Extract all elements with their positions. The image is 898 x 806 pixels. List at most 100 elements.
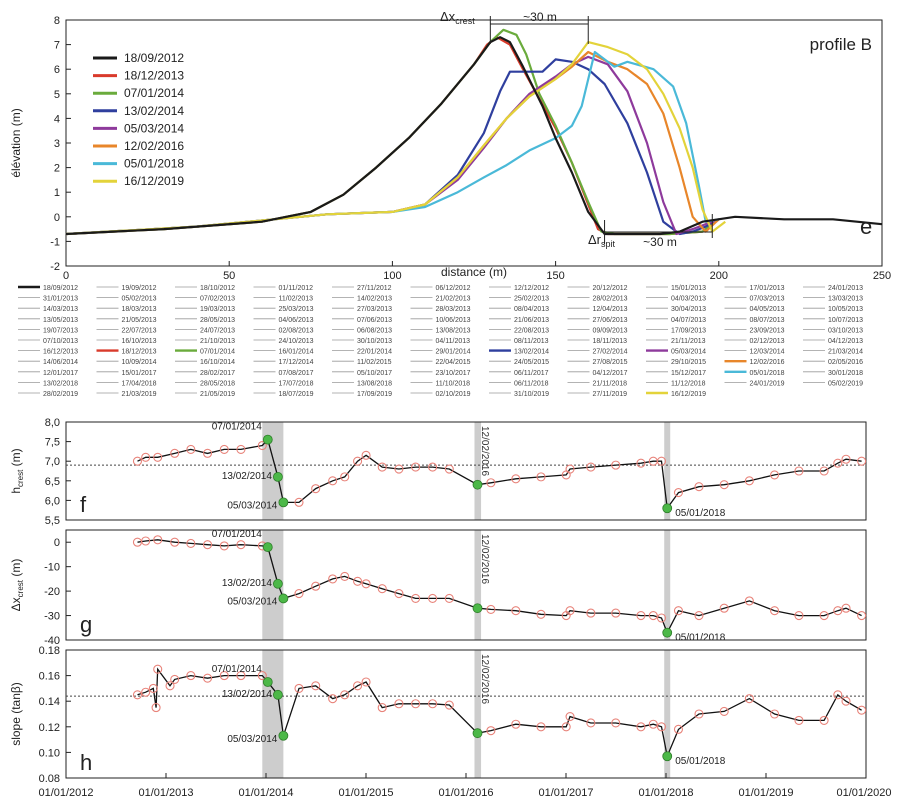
survey-date: 21/10/2013 <box>200 338 235 345</box>
data-point <box>353 681 363 691</box>
data-point <box>841 603 851 613</box>
data-point <box>377 703 387 713</box>
survey-date: 14/03/2013 <box>43 306 78 313</box>
survey-date: 15/12/2017 <box>671 370 706 377</box>
event-point <box>278 497 289 508</box>
data-point <box>565 712 575 722</box>
data-point <box>694 482 704 492</box>
data-point <box>170 674 180 684</box>
survey-date: 21/02/2013 <box>436 296 471 303</box>
data-point <box>141 536 151 546</box>
storm-period <box>664 422 671 520</box>
survey-date: 05/02/2019 <box>828 380 863 387</box>
survey-date: 16/10/2013 <box>122 338 157 345</box>
data-point <box>328 694 338 704</box>
y-tick-label: 0.12 <box>39 722 60 734</box>
event-label: 05/01/2018 <box>675 756 725 767</box>
data-point <box>132 690 143 700</box>
survey-date: 18/03/2013 <box>122 306 157 313</box>
x-tick-label: 01/01/2020 <box>836 787 891 799</box>
event-label: 13/02/2014 <box>222 689 272 700</box>
survey-date: 12/04/2013 <box>593 306 628 313</box>
y-tick-label: 0.16 <box>39 671 60 683</box>
data-point <box>311 581 321 591</box>
data-point <box>340 472 350 482</box>
x-tick-label: 01/01/2014 <box>238 787 293 799</box>
survey-date: 04/11/2013 <box>436 338 471 345</box>
y-axis-label: slope (tanβ) <box>9 682 23 746</box>
survey-date: 16/10/2014 <box>200 359 235 366</box>
y-tick-label: 0 <box>54 537 60 549</box>
data-point <box>561 722 571 732</box>
y-tick-label: 7 <box>54 40 60 52</box>
data-point <box>219 444 229 454</box>
y-axis-label: élévation (m) <box>9 108 23 177</box>
y-tick-label: 0 <box>54 212 60 224</box>
survey-date: 24/05/2015 <box>514 359 549 366</box>
y-tick-label: 2 <box>54 163 60 175</box>
survey-date: 16/12/2019 <box>671 391 706 398</box>
panel-e-axes: 0 50 100 150 200 250 -2 -1 0 1 2 3 4 5 6 7 8 <box>50 15 891 282</box>
survey-date: 14/06/2014 <box>43 359 78 366</box>
event-label: 13/02/2014 <box>222 471 272 482</box>
survey-date: 16/12/2013 <box>43 349 78 356</box>
survey-date: 07/03/2013 <box>750 296 785 303</box>
event-label: 05/03/2014 <box>227 734 277 745</box>
survey-date: 10/07/2013 <box>828 317 863 324</box>
series-line <box>65 36 883 236</box>
data-point <box>511 606 521 616</box>
event-label: 07/01/2014 <box>212 664 262 675</box>
x-tick-label: 200 <box>710 270 728 282</box>
data-point <box>486 604 496 614</box>
survey-date: 28/05/2018 <box>200 380 235 387</box>
x-tick-label: 01/01/2018 <box>638 787 693 799</box>
data-point <box>636 722 646 732</box>
data-point <box>170 448 180 458</box>
data-point <box>636 458 646 468</box>
survey-date: 04/03/2013 <box>671 296 706 303</box>
event-point <box>273 689 283 700</box>
x-tick-label: 01/01/2012 <box>38 787 93 799</box>
data-point <box>411 593 421 603</box>
legend-entry: 12/02/2016 <box>124 139 184 153</box>
data-point <box>428 462 438 472</box>
data-point <box>132 456 143 466</box>
series-line <box>137 438 862 510</box>
survey-date: 06/11/2018 <box>514 380 549 387</box>
data-point <box>673 606 684 616</box>
data-point <box>428 593 438 603</box>
data-point <box>744 596 754 606</box>
data-point <box>377 584 387 594</box>
survey-date: 13/08/2018 <box>357 380 392 387</box>
x-tick-label: 150 <box>546 270 564 282</box>
survey-date: 28/02/2017 <box>200 370 235 377</box>
data-point <box>536 472 546 482</box>
data-point <box>611 718 621 728</box>
survey-date: 21/06/2013 <box>514 317 549 324</box>
survey-date: 06/11/2017 <box>514 370 549 377</box>
survey-date: 28/03/2013 <box>436 306 471 313</box>
data-point <box>361 677 371 687</box>
storm-period <box>262 422 284 520</box>
survey-date: 12/03/2014 <box>750 349 785 356</box>
y-tick-label: 6 <box>54 64 60 76</box>
survey-date: 29/10/2015 <box>671 359 706 366</box>
data-point <box>340 690 350 700</box>
survey-date: 21/05/2013 <box>122 317 157 324</box>
data-point <box>219 541 229 551</box>
survey-date: 03/10/2013 <box>828 327 863 334</box>
x-tick-label: 50 <box>223 270 235 282</box>
survey-date: 24/10/2013 <box>279 338 314 345</box>
survey-date: 21/11/2013 <box>671 338 706 345</box>
y-tick-label: -1 <box>50 236 60 248</box>
survey-date: 27/02/2014 <box>593 349 628 356</box>
event-point <box>662 627 673 638</box>
x-tick-label: 01/01/2017 <box>538 787 593 799</box>
panel-frame <box>65 649 867 779</box>
event-label: 07/01/2014 <box>212 422 262 433</box>
data-point <box>636 611 646 621</box>
data-point <box>428 699 438 709</box>
survey-date: 27/11/2019 <box>593 391 628 398</box>
crest-distance: ~30 m <box>523 10 557 24</box>
survey-date: 11/02/2013 <box>279 296 314 303</box>
